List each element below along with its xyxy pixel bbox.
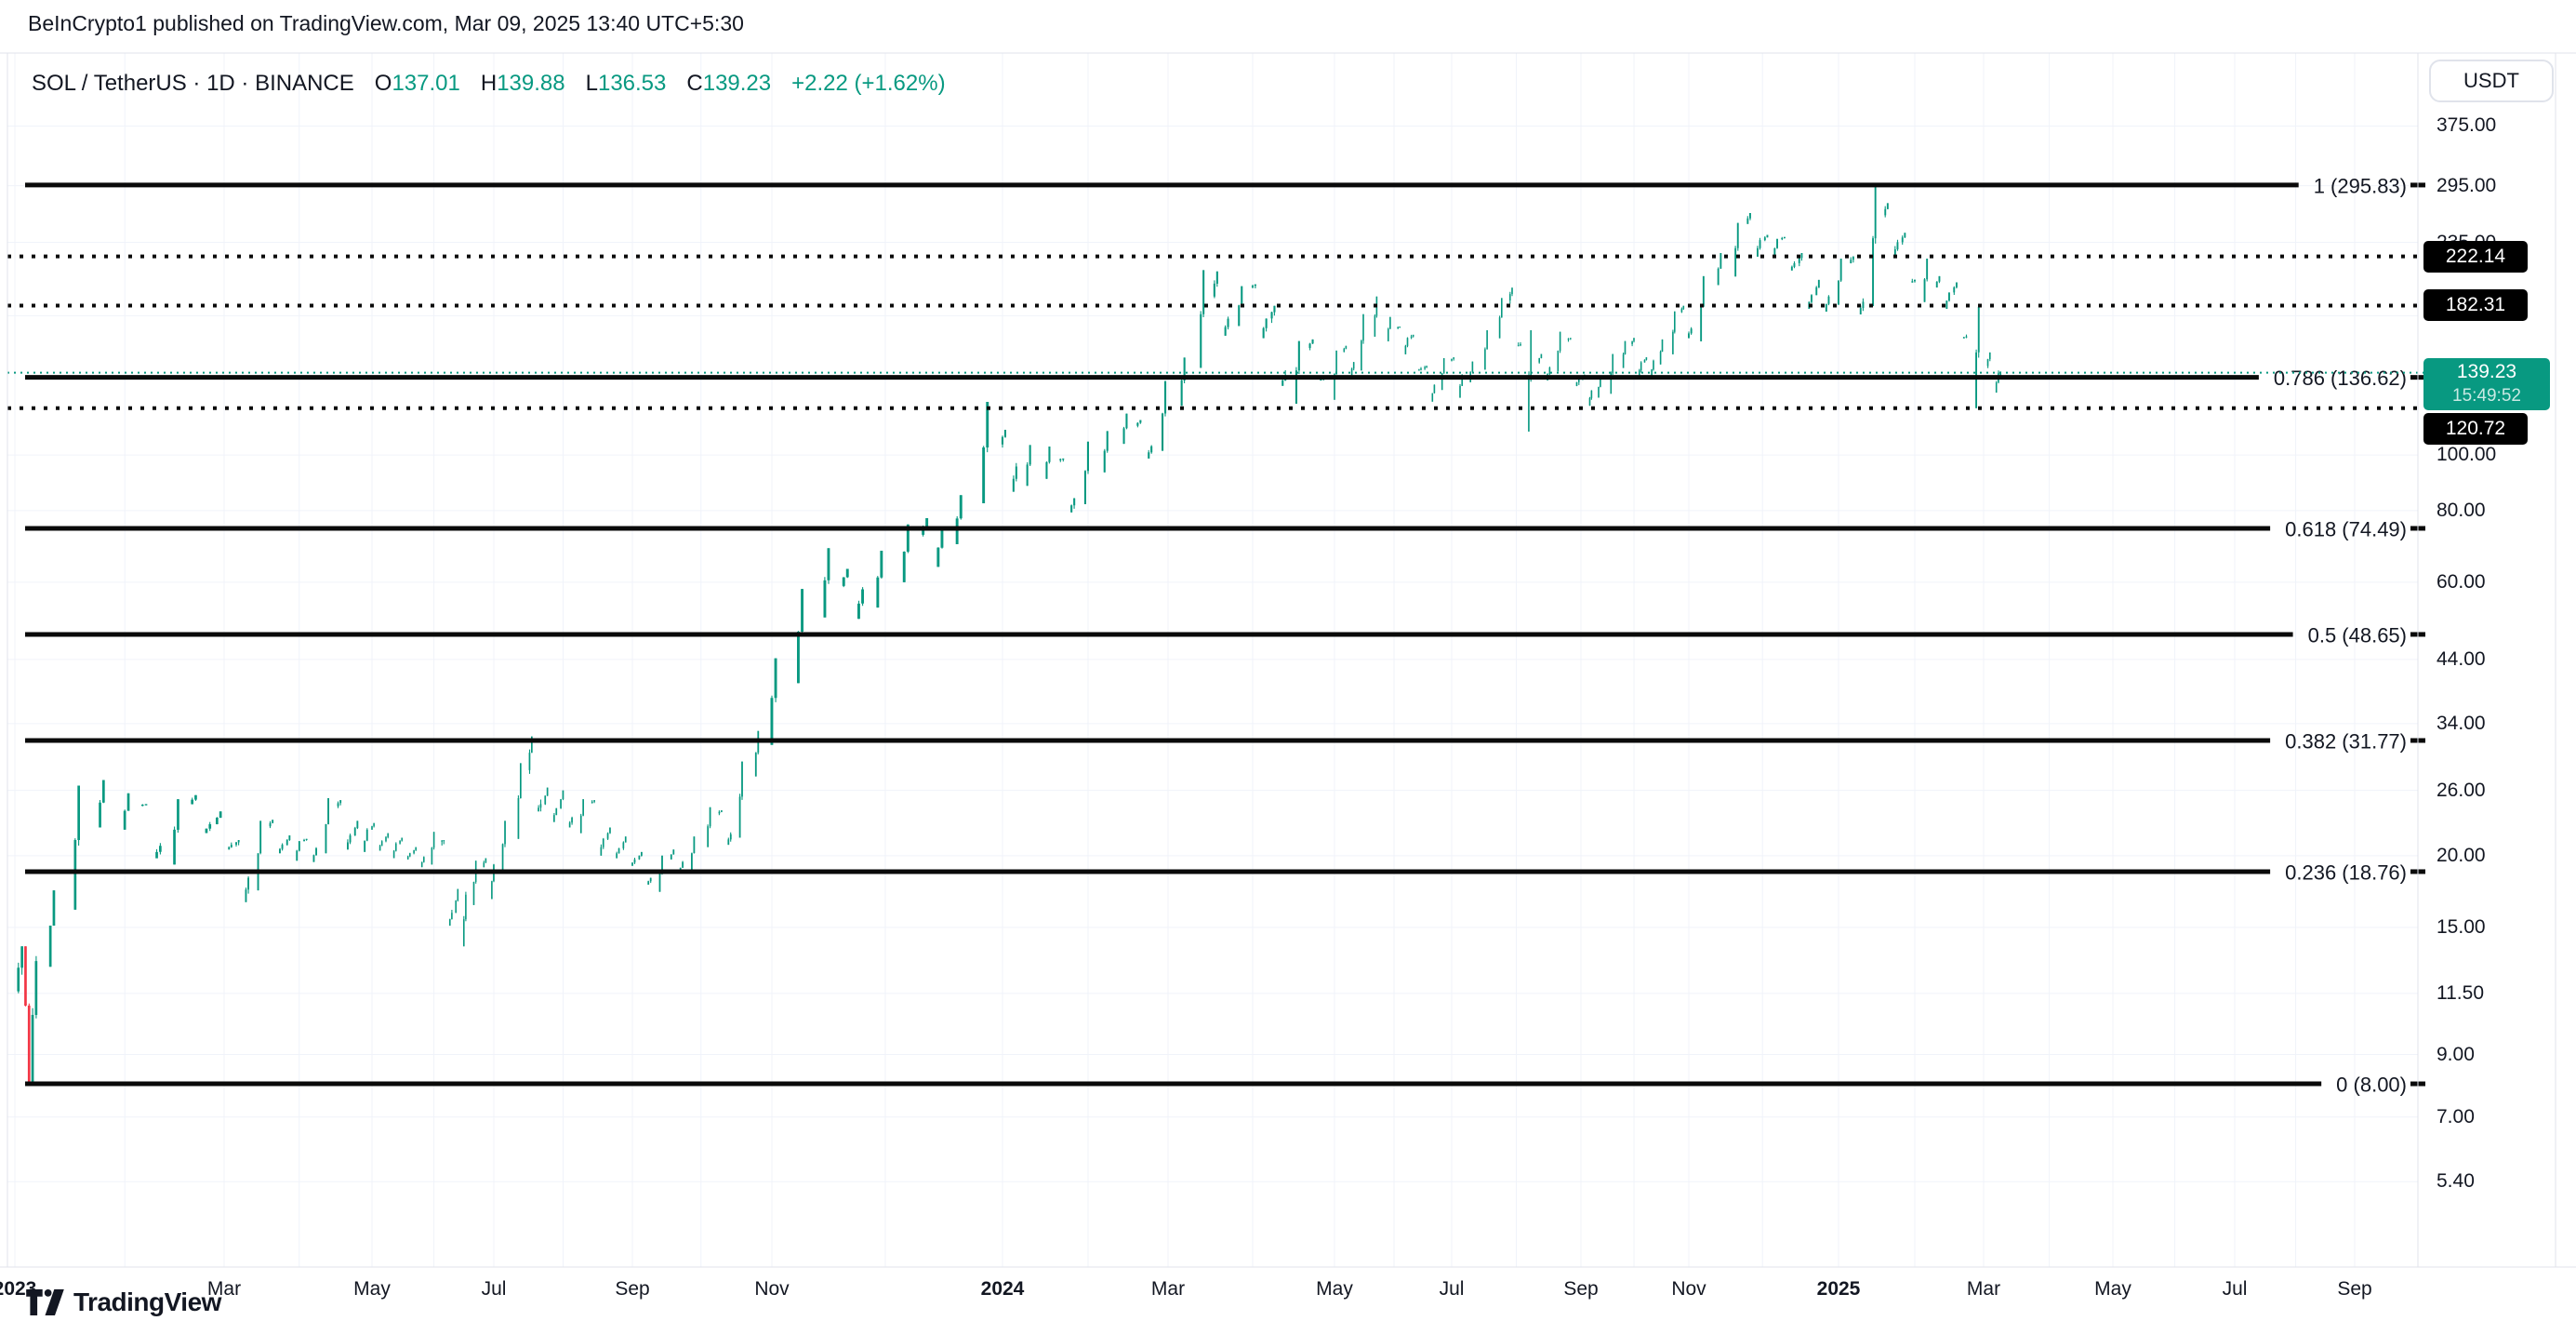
down-bodies: [24, 946, 31, 1084]
price-pill-120: 120.72: [2423, 412, 2528, 445]
ohlc-close: C139.23: [686, 71, 772, 96]
fib-level-label: 0.236 (18.76): [2285, 860, 2407, 884]
tradingview-logo[interactable]: TradingView: [26, 1287, 221, 1317]
month-label: Mar: [1150, 1278, 1186, 1300]
month-label: Mar: [1966, 1278, 2001, 1300]
month-label: Mar: [206, 1278, 242, 1300]
year-label: 2024: [980, 1278, 1025, 1300]
month-label: May: [2094, 1278, 2131, 1300]
price-tick-label: 60.00: [2437, 570, 2486, 593]
price-tick-label: 375.00: [2437, 114, 2497, 137]
month-label: May: [353, 1278, 391, 1300]
month-label: Jul: [481, 1278, 507, 1300]
price-tick-label: 80.00: [2437, 499, 2486, 521]
price-tick-label: 26.00: [2437, 779, 2486, 801]
price-tick-label: 34.00: [2437, 712, 2486, 734]
price-tick-label: 7.00: [2437, 1105, 2475, 1127]
month-label: Nov: [754, 1278, 790, 1300]
price-tick-label: 11.50: [2437, 981, 2484, 1004]
fib-level-label: 0.382 (31.77): [2285, 729, 2407, 753]
year-label: 2025: [1816, 1278, 1861, 1300]
price-tick-label: 20.00: [2437, 844, 2486, 866]
currency-toggle-button[interactable]: USDT: [2429, 60, 2554, 102]
fib-level-label: 0.5 (48.65): [2308, 623, 2407, 647]
fib-level-label: 0.786 (136.62): [2274, 367, 2407, 390]
month-label: May: [1316, 1278, 1353, 1300]
month-label: Jul: [2222, 1278, 2248, 1300]
attribution-text: BeInCrypto1 published on TradingView.com…: [28, 11, 744, 35]
tradingview-logo-text: TradingView: [73, 1287, 221, 1316]
month-label: Sep: [615, 1278, 650, 1300]
ohlc-high: H139.88: [480, 71, 565, 96]
price-tick-label: 44.00: [2437, 647, 2486, 670]
price-tick-label: 5.40: [2437, 1170, 2475, 1193]
price-tick-label: 100.00: [2437, 444, 2497, 466]
bar-countdown: 15:49:52: [2452, 385, 2521, 406]
fib-level-label: 1 (295.83): [2314, 174, 2407, 197]
price-tick-label: 15.00: [2437, 915, 2486, 938]
ohlc-low: L136.53: [585, 71, 667, 96]
current-price-value: 139.23: [2456, 360, 2517, 382]
ohlc-open: O137.01: [374, 71, 460, 96]
price-tick-label: 295.00: [2437, 174, 2497, 196]
fib-level-label: 0.618 (74.49): [2285, 517, 2407, 540]
change-value: +2.22 (+1.62%): [791, 71, 946, 96]
month-label: Nov: [1671, 1278, 1706, 1300]
price-tick-label: 9.00: [2437, 1043, 2475, 1065]
current-price-pill: 139.23 15:49:52: [2423, 357, 2550, 410]
month-label: Sep: [1563, 1278, 1599, 1300]
price-pill-222: 222.14: [2423, 240, 2528, 273]
pair-title: SOL / TetherUS · 1D · BINANCE: [32, 71, 354, 96]
month-label: Sep: [2337, 1278, 2372, 1300]
price-pill-182: 182.31: [2423, 289, 2528, 322]
symbol-header[interactable]: SOL / TetherUS · 1D · BINANCE O137.01 H1…: [32, 71, 946, 97]
month-label: Jul: [1439, 1278, 1465, 1300]
fib-level-label: 0 (8.00): [2336, 1074, 2407, 1097]
tradingview-logo-icon: [26, 1289, 64, 1315]
